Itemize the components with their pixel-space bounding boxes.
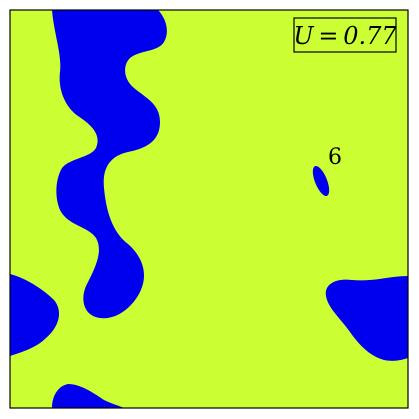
value-label: U = 0.77	[293, 22, 397, 50]
blue-region-6	[312, 165, 330, 197]
blue-regions	[10, 10, 408, 408]
blue-region-bottom	[52, 384, 124, 408]
blue-region-left-edge	[10, 274, 60, 356]
plot-frame	[9, 9, 409, 409]
blue-region-right-edge	[325, 276, 408, 361]
blue-region-left-channel	[52, 10, 167, 319]
value-label-box	[293, 17, 397, 53]
region-number-label: 6	[328, 145, 342, 170]
